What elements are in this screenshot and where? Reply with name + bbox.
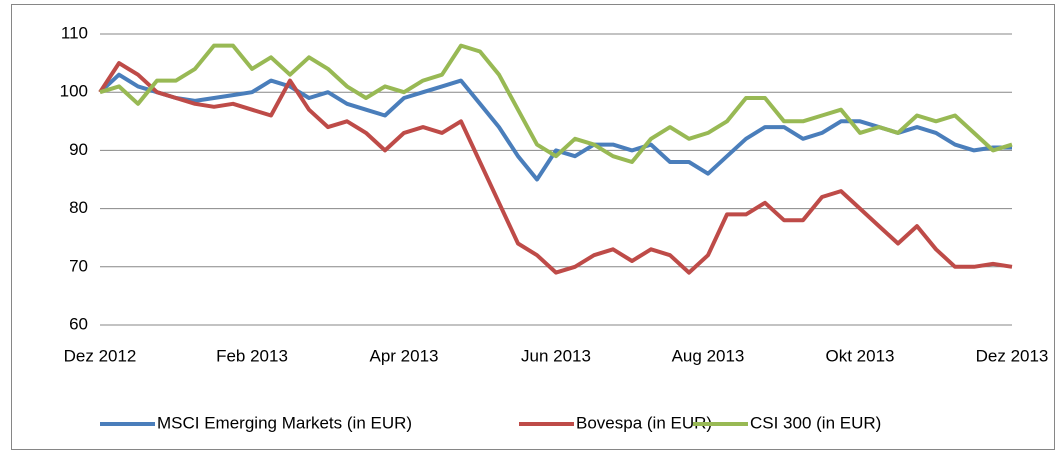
y-tick-label: 60 (69, 314, 88, 333)
x-tick-label: Dez 2012 (64, 346, 137, 365)
data-line (99, 43, 1013, 164)
x-tick-label: Jun 2013 (521, 346, 591, 365)
legend-label: CSI 300 (in EUR) (750, 413, 881, 432)
y-tick-label: 90 (69, 140, 88, 159)
x-tick-label: Apr 2013 (370, 346, 439, 365)
y-tick-label: 70 (69, 256, 88, 275)
legend-label: Bovespa (in EUR) (576, 413, 712, 432)
y-tick-label: 110 (61, 23, 88, 42)
x-tick-label: Feb 2013 (216, 346, 288, 365)
y-tick-label: 80 (69, 198, 88, 217)
x-tick-label: Aug 2013 (672, 346, 745, 365)
x-tick-label: Okt 2013 (826, 346, 895, 365)
legend-label: MSCI Emerging Markets (in EUR) (157, 413, 412, 432)
data-line (98, 72, 1012, 182)
data-line (98, 61, 1013, 275)
x-tick-label: Dez 2013 (976, 346, 1049, 365)
y-tick-label: 100 (60, 82, 88, 101)
chart-border (11, 4, 1055, 450)
